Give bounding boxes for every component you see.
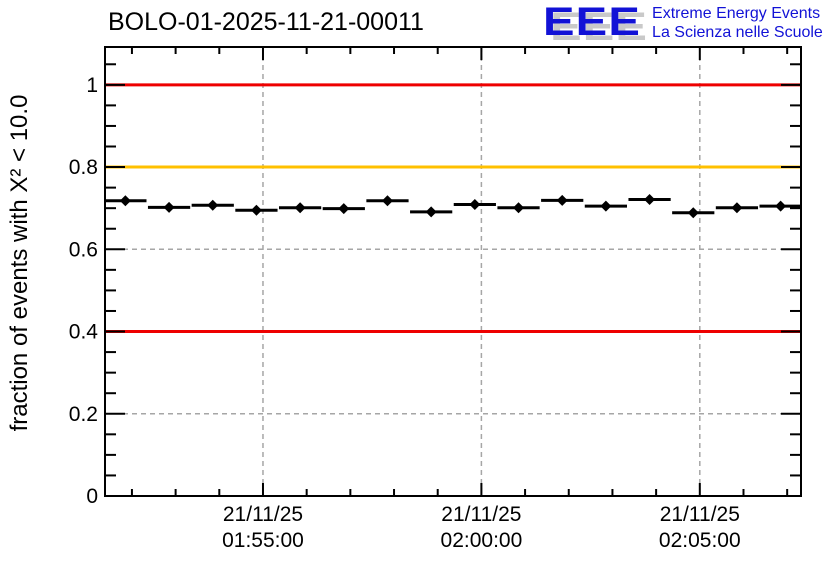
eee-logo-subtitle-line1: Extreme Energy Events [652,5,821,22]
data-point-marker [469,198,481,210]
data-point-marker [600,200,612,212]
data-point-marker [338,203,350,215]
data-point-marker [207,199,219,211]
data-point-marker [119,195,131,207]
eee-logo-subtitle-line2: La Scienza nelle Scuole [652,24,823,41]
y-tick-label: 0.2 [69,403,98,426]
data-point-marker [513,202,525,214]
data-point-marker [250,204,262,216]
x-tick-label-date: 21/11/25 [660,503,740,526]
data-point-marker [163,201,175,213]
data-point-marker [425,206,437,218]
y-tick-label: 0.4 [69,321,99,344]
y-tick-label: 0.8 [69,156,98,179]
eee-logo-subtitle: Extreme Energy Events La Scienza nelle S… [652,4,823,42]
y-tick-label: 0.6 [69,238,98,261]
data-point-marker [775,200,787,212]
x-tick-label-time: 02:05:00 [659,529,741,552]
plot-frame [104,46,802,497]
eee-logo-acronym: EEE [543,0,641,44]
y-axis-title: fraction of events with X² < 10.0 [6,94,33,432]
data-point-marker [687,207,699,219]
data-point-marker [381,195,393,207]
y-tick-label: 1 [86,74,98,97]
x-tick-label-time: 02:00:00 [441,529,523,552]
y-tick-label: 0 [86,485,98,508]
data-point-marker [556,194,568,206]
chart-title: BOLO-01-2025-11-21-00011 [108,8,424,36]
x-tick-label-time: 01:55:00 [222,529,304,552]
data-point-marker [294,202,306,214]
eee-logo: EEE Extreme Energy Events La Scienza nel… [543,2,823,42]
data-point-marker [731,202,743,214]
data-point-marker [644,194,656,206]
x-tick-label-date: 21/11/25 [223,503,303,526]
x-tick-label-date: 21/11/25 [441,503,521,526]
